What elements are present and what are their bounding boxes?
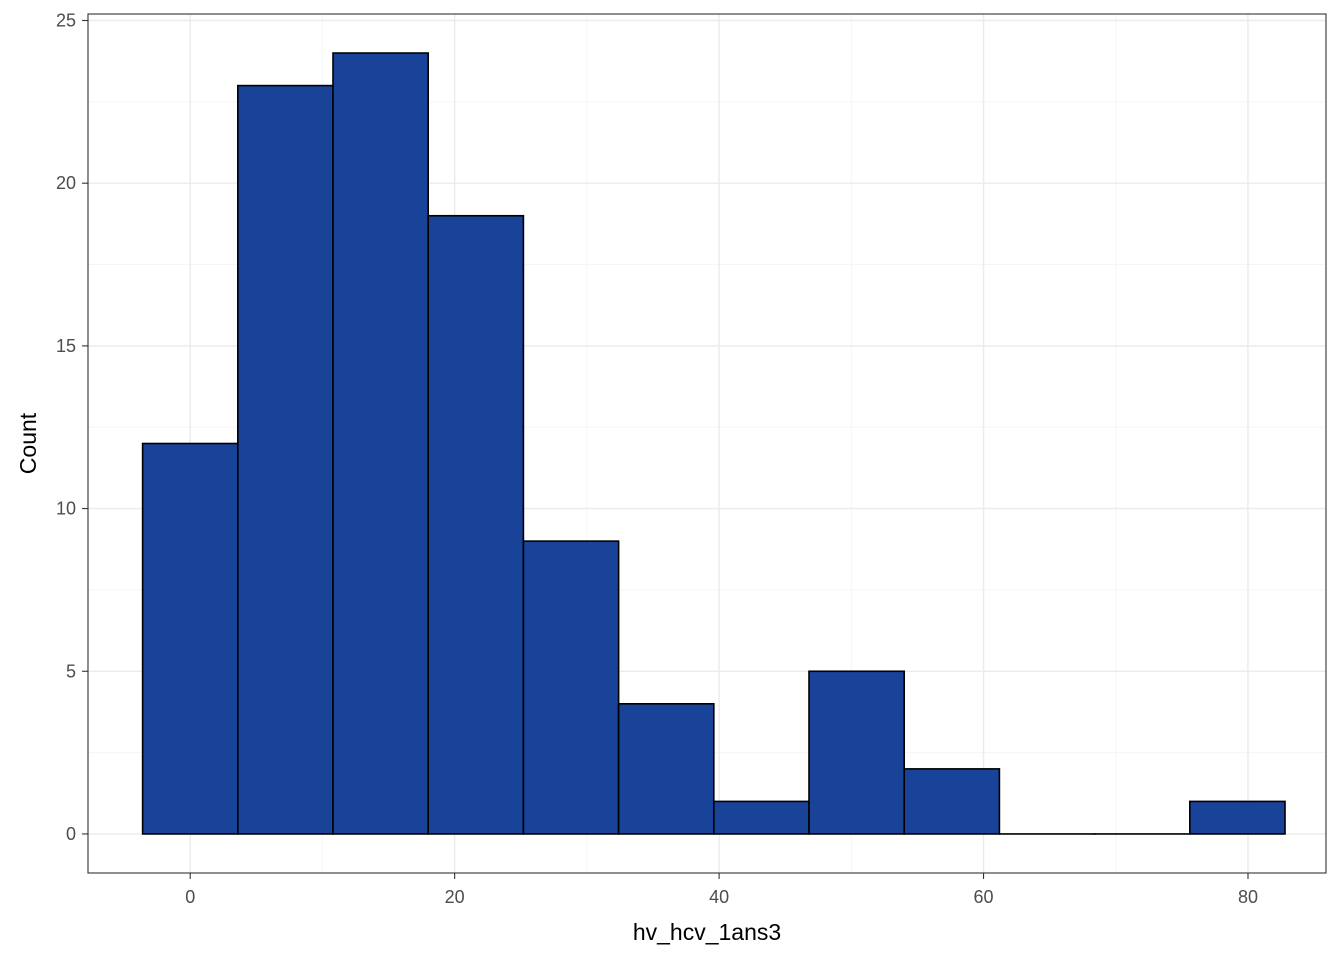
y-tick-label: 25 (56, 11, 76, 31)
histogram-bar (808, 670, 906, 835)
histogram-bar (237, 84, 334, 835)
histogram-bar (903, 768, 1001, 835)
histogram-bar (427, 214, 525, 835)
x-tick-label: 20 (445, 887, 465, 907)
y-tick-label: 20 (56, 173, 76, 193)
y-axis: 0 5 10 15 20 25 (56, 11, 88, 844)
x-axis: 0 20 40 60 80 (185, 873, 1258, 907)
histogram-bar (1189, 800, 1286, 835)
histogram-bar (617, 703, 715, 835)
x-axis-title: hv_hcv_1ans3 (633, 919, 781, 945)
panel-border (87, 13, 1327, 874)
histogram-bar (332, 52, 430, 835)
y-tick-label: 15 (56, 336, 76, 356)
histogram-bars (141, 52, 1286, 835)
y-axis-title: Count (15, 412, 41, 474)
histogram-bar (522, 540, 620, 835)
y-tick-label: 5 (66, 661, 76, 681)
y-tick-label: 10 (56, 499, 76, 519)
histogram-bar (141, 442, 239, 835)
x-tick-label: 0 (185, 887, 195, 907)
y-tick-label: 0 (66, 824, 76, 844)
histogram-bar (713, 800, 810, 835)
x-tick-label: 60 (974, 887, 994, 907)
x-tick-label: 80 (1238, 887, 1258, 907)
x-tick-label: 40 (709, 887, 729, 907)
